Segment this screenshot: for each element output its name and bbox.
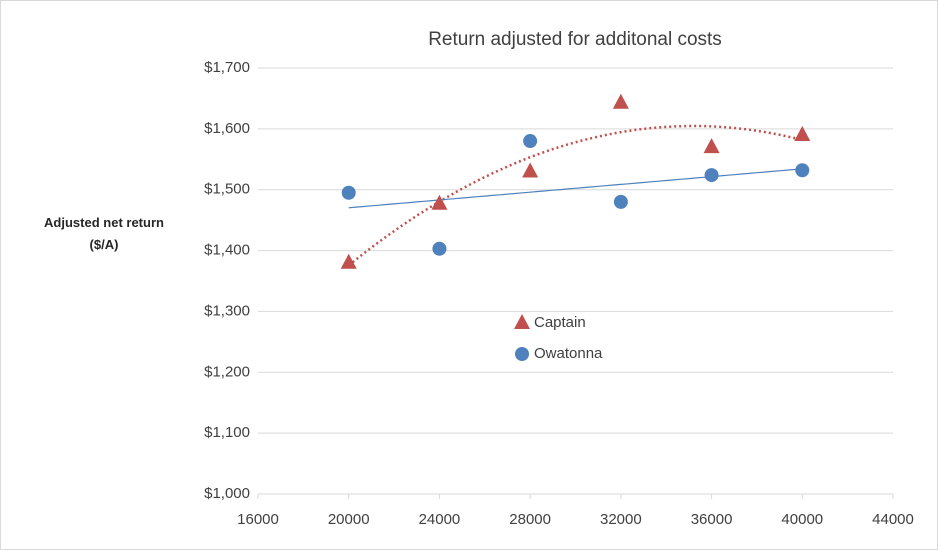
x-tick-label: 40000 [781, 511, 823, 528]
x-tick-label: 32000 [600, 511, 642, 528]
legend-label: Owatonna [534, 345, 603, 362]
marker [523, 134, 538, 149]
y-tick-label: $1,100 [204, 424, 250, 441]
x-tick-label: 36000 [691, 511, 733, 528]
y-tick-label: $1,300 [204, 302, 250, 319]
marker [432, 241, 447, 256]
marker [795, 163, 810, 178]
y-tick-label: $1,000 [204, 485, 250, 502]
marker [613, 194, 628, 209]
chart-title: Return adjusted for additonal costs [428, 29, 722, 50]
marker [431, 194, 448, 210]
x-tick-label: 28000 [509, 511, 551, 528]
x-tick-label: 16000 [237, 511, 279, 528]
y-axis-label: Adjusted net return ($/A) [44, 215, 164, 252]
x-tick-label: 44000 [872, 511, 914, 528]
y-tick-label: $1,400 [204, 242, 250, 259]
marker [341, 185, 356, 200]
trendline [348, 168, 803, 209]
x-tick-label: 24000 [419, 511, 461, 528]
marker [340, 253, 357, 269]
marker [704, 168, 719, 183]
legend-marker [514, 314, 530, 329]
y-tick-label: $1,500 [204, 181, 250, 198]
marker [703, 138, 720, 154]
y-tick-label: $1,200 [204, 363, 250, 380]
y-tick-label: $1,600 [204, 120, 250, 137]
legend-label: Captain [534, 314, 586, 331]
legend-marker [515, 347, 529, 361]
y-tick-label: $1,700 [204, 59, 250, 76]
x-tick-label: 20000 [328, 511, 370, 528]
marker [522, 162, 539, 178]
marker [612, 93, 629, 109]
marker [794, 125, 811, 141]
